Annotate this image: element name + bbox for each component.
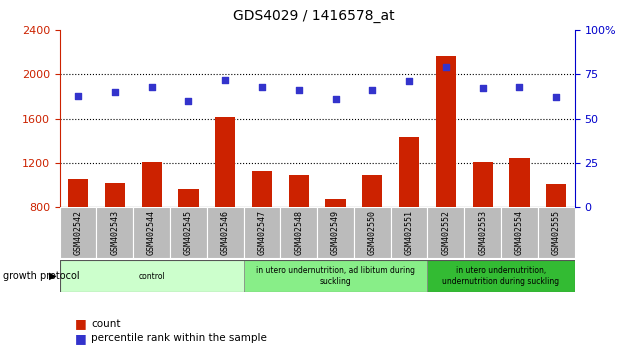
Text: GSM402546: GSM402546 [220, 210, 230, 255]
Point [73, 93, 83, 98]
Bar [105, 183, 125, 207]
Bar [362, 175, 382, 207]
Text: GSM402547: GSM402547 [257, 210, 266, 255]
Text: GSM402555: GSM402555 [552, 210, 561, 255]
Bar [428, 207, 464, 258]
Text: GSM402550: GSM402550 [368, 210, 377, 255]
Text: percentile rank within the sample: percentile rank within the sample [91, 333, 267, 343]
Bar [133, 207, 170, 258]
Text: in utero undernutrition,
undernutrition during suckling: in utero undernutrition, undernutrition … [443, 267, 560, 286]
Bar [325, 199, 345, 207]
Bar [244, 260, 428, 292]
Bar [428, 260, 575, 292]
Point [478, 86, 488, 91]
Bar [399, 137, 420, 207]
Text: GSM402548: GSM402548 [295, 210, 303, 255]
Bar [97, 207, 133, 258]
Bar [244, 207, 280, 258]
Bar [472, 162, 493, 207]
Text: GSM402544: GSM402544 [147, 210, 156, 255]
Text: growth protocol: growth protocol [3, 271, 80, 281]
Bar [60, 207, 97, 258]
Bar [501, 207, 538, 258]
Point [220, 77, 230, 82]
Text: ■: ■ [75, 318, 87, 330]
Bar [215, 118, 236, 207]
Bar [170, 207, 207, 258]
Text: GSM402551: GSM402551 [404, 210, 414, 255]
Bar [207, 207, 244, 258]
Bar [317, 207, 354, 258]
Point [367, 87, 377, 93]
Bar [280, 207, 317, 258]
Point [183, 98, 193, 104]
Text: control: control [138, 272, 165, 281]
Text: ▶: ▶ [49, 271, 57, 281]
Point [294, 87, 304, 93]
Text: GSM402553: GSM402553 [478, 210, 487, 255]
Bar [538, 207, 575, 258]
Bar [464, 207, 501, 258]
Text: count: count [91, 319, 121, 329]
Bar [68, 179, 88, 207]
Text: GSM402545: GSM402545 [184, 210, 193, 255]
Bar [354, 207, 391, 258]
Point [551, 95, 561, 100]
Point [110, 89, 120, 95]
Point [514, 84, 524, 90]
Bar [546, 184, 566, 207]
Point [146, 84, 156, 90]
Bar [436, 56, 456, 207]
Text: GSM402549: GSM402549 [331, 210, 340, 255]
Bar [289, 175, 309, 207]
Point [257, 84, 267, 90]
Bar [252, 171, 272, 207]
Bar [391, 207, 428, 258]
Text: in utero undernutrition, ad libitum during
suckling: in utero undernutrition, ad libitum duri… [256, 267, 415, 286]
Text: GSM402552: GSM402552 [441, 210, 450, 255]
Point [404, 79, 414, 84]
Bar [60, 260, 244, 292]
Text: GSM402554: GSM402554 [515, 210, 524, 255]
Text: GSM402543: GSM402543 [111, 210, 119, 255]
Point [441, 64, 451, 70]
Point [330, 96, 340, 102]
Bar [509, 159, 529, 207]
Text: GDS4029 / 1416578_at: GDS4029 / 1416578_at [233, 9, 395, 23]
Bar [141, 162, 162, 207]
Text: GSM402542: GSM402542 [73, 210, 82, 255]
Text: ■: ■ [75, 332, 87, 344]
Bar [178, 189, 198, 207]
